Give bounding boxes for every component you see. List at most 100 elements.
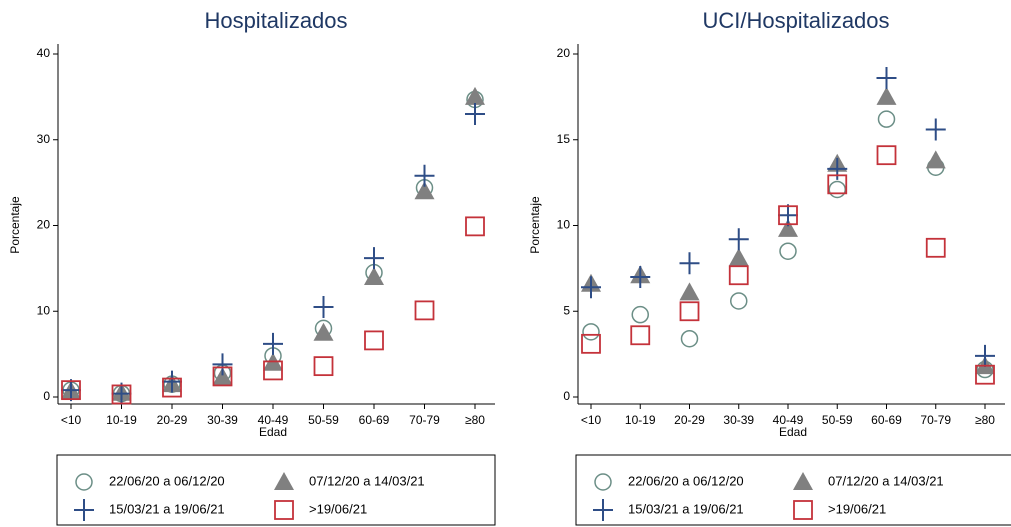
point	[679, 282, 700, 301]
point	[877, 110, 896, 128]
x-axis-label: Edad	[779, 425, 807, 439]
legend-label: 07/12/20 a 14/03/21	[309, 473, 425, 488]
y-tick-label: 0	[43, 389, 50, 403]
legend-label: 15/03/21 a 19/06/21	[628, 501, 744, 516]
legend-box	[56, 454, 496, 526]
point	[465, 86, 485, 105]
x-tick-label: 30-39	[207, 413, 238, 427]
point	[630, 325, 651, 346]
legend-marker	[274, 472, 294, 490]
chart-title: UCI/Hospitalizados	[702, 8, 889, 33]
point	[778, 205, 798, 226]
legend-marker	[793, 500, 813, 520]
point	[313, 322, 334, 341]
y-tick-label: 20	[557, 46, 571, 60]
point	[581, 333, 601, 354]
point	[728, 248, 749, 267]
point	[827, 157, 848, 180]
legend-label: >19/06/21	[828, 501, 886, 516]
legend-label: >19/06/21	[309, 501, 367, 516]
x-tick-label: 30-39	[723, 413, 754, 427]
x-axis-label: Edad	[259, 425, 287, 439]
x-tick-label: 40-49	[773, 413, 804, 427]
point	[778, 218, 798, 237]
x-tick-label: 50-59	[822, 413, 853, 427]
point	[212, 353, 233, 376]
point	[61, 379, 81, 402]
point	[111, 384, 132, 405]
x-tick-label: 60-69	[359, 413, 390, 427]
point	[465, 103, 485, 126]
point	[631, 305, 649, 324]
point	[414, 164, 435, 187]
point	[162, 377, 182, 398]
x-tick-label: 50-59	[308, 413, 339, 427]
point	[728, 228, 749, 251]
x-tick-label: 10-19	[106, 413, 137, 427]
x-tick-label: 70-79	[409, 413, 440, 427]
x-tick-label: <10	[581, 413, 602, 427]
point	[630, 265, 651, 288]
legend-box	[575, 454, 1011, 526]
y-axis-label: Porcentaje	[8, 196, 22, 254]
point	[679, 252, 700, 275]
legend-label: 22/06/20 a 06/12/20	[628, 473, 744, 488]
x-tick-label: <10	[61, 413, 82, 427]
point	[364, 266, 384, 285]
y-tick-label: 0	[563, 389, 570, 403]
y-tick-label: 5	[563, 303, 570, 317]
x-tick-label: ≥80	[465, 413, 485, 427]
y-tick-label: 10	[37, 303, 51, 317]
point	[730, 292, 748, 310]
point	[581, 276, 601, 299]
point	[364, 247, 384, 270]
point	[728, 265, 749, 286]
point	[61, 380, 81, 401]
x-tick-label: 10-19	[625, 413, 656, 427]
legend-marker	[74, 499, 94, 521]
point	[975, 344, 995, 367]
y-tick-label: 15	[557, 132, 571, 146]
legend-marker	[75, 473, 93, 491]
point	[876, 145, 897, 166]
legend-marker	[274, 500, 294, 520]
legend-marker	[593, 499, 613, 521]
legend-marker	[594, 473, 612, 491]
point	[680, 329, 699, 348]
point	[828, 180, 846, 199]
point	[414, 181, 435, 200]
point	[263, 332, 283, 355]
point	[263, 360, 283, 381]
x-tick-label: 20-29	[157, 413, 188, 427]
x-tick-label: 20-29	[674, 413, 705, 427]
legend-label: 15/03/21 a 19/06/21	[109, 501, 225, 516]
x-tick-label: 60-69	[871, 413, 902, 427]
point	[582, 323, 600, 341]
legend-label: 22/06/20 a 06/12/20	[109, 473, 225, 488]
point	[465, 216, 485, 237]
point	[162, 370, 182, 393]
point	[364, 330, 384, 351]
point	[414, 300, 435, 321]
x-tick-label: ≥80	[975, 413, 995, 427]
point	[876, 86, 897, 105]
point	[876, 67, 897, 90]
legend-label: 07/12/20 a 14/03/21	[828, 473, 944, 488]
y-tick-label: 10	[557, 218, 571, 232]
point	[778, 204, 798, 227]
point	[925, 237, 946, 258]
point	[975, 364, 995, 385]
y-tick-label: 30	[37, 132, 51, 146]
point	[212, 366, 233, 387]
x-tick-label: 70-79	[920, 413, 951, 427]
point	[313, 295, 334, 318]
point	[827, 174, 848, 195]
point	[925, 118, 946, 141]
x-tick-label: 40-49	[258, 413, 289, 427]
point	[925, 150, 946, 169]
point	[212, 367, 233, 386]
legend-marker	[793, 472, 813, 490]
y-tick-label: 40	[37, 46, 51, 60]
y-tick-label: 20	[37, 218, 51, 232]
